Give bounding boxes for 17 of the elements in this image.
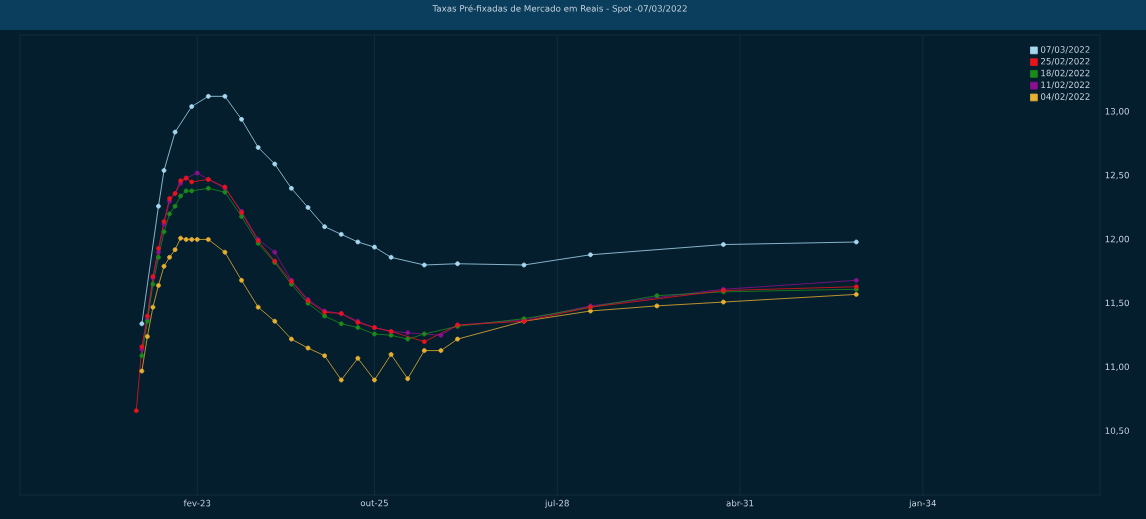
y-tick-label: 12,00 [1105,235,1129,244]
legend-label: 11/02/2022 [1041,81,1090,89]
x-tick-label: fev-23 [183,499,211,507]
y-tick-label: 10,50 [1105,427,1129,435]
x-tick-label: jan-34 [908,499,936,509]
legend-label: 18/02/2022 [1041,69,1090,77]
legend-label: 04/02/2022 [1040,93,1090,101]
y-tick-label: 13,00 [1105,107,1129,116]
y-tick-label: 11,50 [1105,299,1129,308]
legend-label: 25/02/2022 [1041,57,1090,66]
chart-title: Taxas Pré-fixadas de Mercado em Reais - Spot -07/03/2022 [432,4,687,14]
x-tick-label: abr-31 [726,499,754,507]
x-tick-label: jul-28 [544,499,569,509]
legend-label: 07/03/2022 [1040,46,1090,54]
x-tick-label: out-25 [360,499,388,507]
y-tick-label: 12,50 [1105,171,1129,180]
y-tick-label: 11,00 [1105,363,1129,371]
